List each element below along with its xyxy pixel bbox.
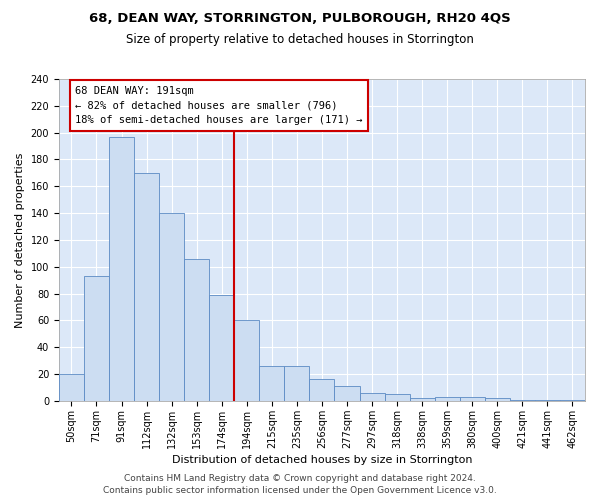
- Bar: [209, 295, 234, 401]
- Bar: [460, 397, 485, 401]
- Bar: [134, 173, 159, 401]
- Bar: [59, 374, 84, 401]
- Bar: [184, 258, 209, 401]
- Bar: [485, 398, 510, 401]
- Bar: [259, 366, 284, 401]
- Bar: [510, 400, 535, 401]
- Text: Size of property relative to detached houses in Storrington: Size of property relative to detached ho…: [126, 32, 474, 46]
- X-axis label: Distribution of detached houses by size in Storrington: Distribution of detached houses by size …: [172, 455, 472, 465]
- Text: 68, DEAN WAY, STORRINGTON, PULBOROUGH, RH20 4QS: 68, DEAN WAY, STORRINGTON, PULBOROUGH, R…: [89, 12, 511, 26]
- Bar: [385, 394, 410, 401]
- Bar: [310, 380, 334, 401]
- Bar: [410, 398, 434, 401]
- Y-axis label: Number of detached properties: Number of detached properties: [15, 152, 25, 328]
- Bar: [284, 366, 310, 401]
- Bar: [334, 386, 359, 401]
- Bar: [109, 136, 134, 401]
- Bar: [434, 397, 460, 401]
- Text: Contains HM Land Registry data © Crown copyright and database right 2024.
Contai: Contains HM Land Registry data © Crown c…: [103, 474, 497, 495]
- Bar: [535, 400, 560, 401]
- Bar: [359, 393, 385, 401]
- Text: 68 DEAN WAY: 191sqm
← 82% of detached houses are smaller (796)
18% of semi-detac: 68 DEAN WAY: 191sqm ← 82% of detached ho…: [75, 86, 362, 126]
- Bar: [84, 276, 109, 401]
- Bar: [159, 213, 184, 401]
- Bar: [234, 320, 259, 401]
- Bar: [560, 400, 585, 401]
